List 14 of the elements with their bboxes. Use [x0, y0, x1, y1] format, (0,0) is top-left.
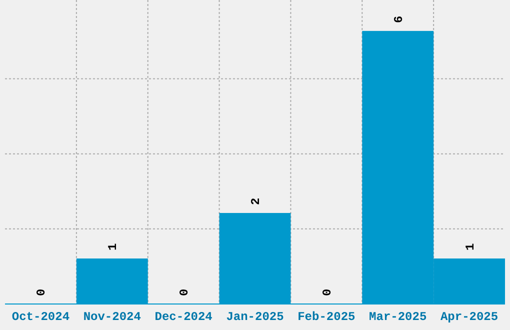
data-label: 0: [178, 288, 192, 296]
data-label: 0: [34, 288, 49, 296]
data-label: 2: [249, 198, 263, 205]
data-label: 1: [106, 243, 120, 250]
x-tick-label: Nov-2024: [83, 310, 141, 324]
x-tick-label: Oct-2024: [12, 310, 70, 324]
x-tick-label: Jan-2025: [226, 310, 284, 324]
data-label: 1: [463, 243, 478, 250]
x-tick-label: Mar-2025: [369, 310, 427, 324]
x-tick-label: Feb-2025: [298, 310, 356, 324]
data-label: 6: [392, 16, 406, 23]
data-label: 0: [320, 288, 334, 296]
x-tick-label: Apr-2025: [440, 310, 498, 324]
x-tick-label: Dec-2024: [154, 310, 212, 324]
